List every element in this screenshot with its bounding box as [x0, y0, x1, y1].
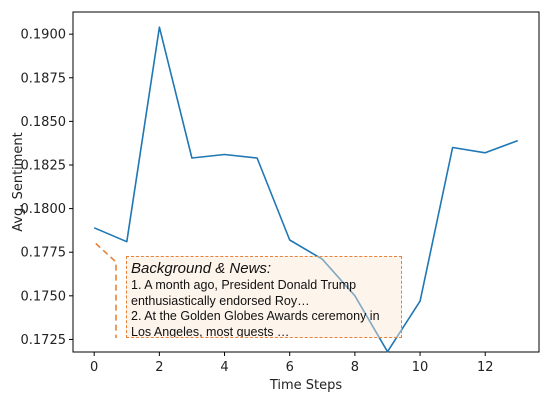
x-tick-label: 8: [351, 360, 359, 375]
y-tick-label: 0.1775: [21, 246, 67, 261]
x-tick-label: 12: [477, 360, 494, 375]
series-layer: [93, 26, 519, 353]
series-line: [93, 26, 519, 353]
y-tick-label: 0.1725: [21, 333, 67, 348]
y-tick-label: 0.1850: [21, 115, 67, 130]
annotation-title-colon: :: [266, 260, 272, 277]
x-axis-title: Time Steps: [269, 378, 343, 393]
annotation-title: Background & News: [131, 260, 267, 277]
annotation-line: enthusiastically endorsed Roy…: [131, 293, 310, 308]
y-tick-label: 0.1875: [21, 71, 67, 86]
x-tick-label: 0: [90, 360, 98, 375]
annotation-line: 2. At the Golden Globes Awards ceremony …: [131, 309, 380, 323]
annotation-title-row: Background & News:: [131, 260, 396, 277]
plot-area: [72, 11, 540, 353]
x-axis: 0 2 4 6 8 10 12: [90, 352, 494, 375]
x-tick-label: 4: [220, 360, 228, 375]
annotation-box: Background & News: 1. A month ago, Presi…: [126, 256, 402, 338]
y-axis: 0.1725 0.1750 0.1775 0.1800 0.1825 0.1850 0.18…: [21, 28, 73, 348]
y-tick-label: 0.1800: [21, 202, 67, 217]
x-tick-label: 2: [155, 360, 163, 375]
annotation-line: 1. A month ago, President Donald Trump: [131, 278, 357, 292]
x-tick-label: 6: [286, 360, 294, 375]
y-tick-label: 0.1750: [21, 289, 67, 304]
y-axis-title: Avg. Sentiment: [11, 132, 26, 232]
x-tick-label: 10: [412, 360, 429, 375]
y-tick-label: 0.1825: [21, 158, 67, 173]
y-tick-label: 0.1900: [21, 28, 67, 43]
annotation-line: Los Angeles, most guests …: [131, 324, 290, 338]
